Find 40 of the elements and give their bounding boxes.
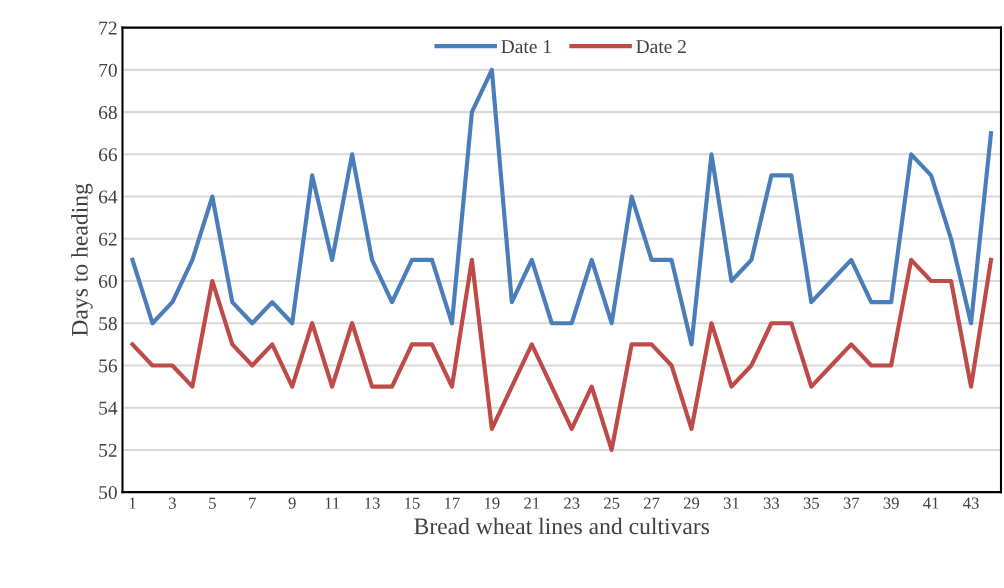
x-tick-label: 13 (365, 497, 380, 509)
y-tick-label: 56 (99, 359, 118, 373)
y-tick-label: 50 (99, 485, 117, 500)
y-tick-label: 66 (99, 148, 118, 162)
x-tick-label: 25 (604, 497, 620, 509)
x-tick-label: 27 (643, 497, 660, 509)
x-tick-label: 33 (763, 497, 780, 509)
x-tick-label: 17 (445, 497, 460, 509)
y-tick-label: 54 (99, 401, 118, 415)
y-tick-label: 62 (99, 232, 117, 246)
x-tick-label: 19 (484, 497, 500, 509)
x-tick-label: 11 (325, 497, 340, 509)
x-tick-label: 35 (803, 497, 819, 509)
x-tick-label: 37 (843, 497, 860, 509)
x-tick-label: 29 (683, 497, 700, 509)
x-tick-label: 43 (963, 497, 979, 509)
x-tick-label: 5 (209, 497, 216, 509)
y-tick-label: 72 (99, 21, 117, 35)
y-tick-label: 68 (99, 105, 117, 120)
x-tick-label: 23 (564, 497, 580, 509)
line-series (130, 257, 994, 453)
legend-label: Date 1 (501, 40, 551, 54)
y-tick-label: 60 (99, 274, 117, 288)
y-tick-label: 58 (99, 317, 117, 331)
x-tick-label: 3 (169, 497, 176, 509)
y-tick-label: 52 (99, 443, 117, 457)
x-tick-label: 31 (723, 497, 739, 509)
x-tick-label: 1 (129, 497, 136, 509)
x-tick-label: 39 (883, 497, 899, 509)
x-tick-label: 41 (923, 497, 939, 509)
y-tick-label: 64 (99, 190, 118, 204)
line-series (130, 67, 994, 347)
legend-label: Date 2 (636, 40, 686, 54)
x-axis-title: Bread wheat lines and cultivars (414, 517, 710, 535)
x-tick-label: 15 (405, 497, 420, 509)
x-tick-label: 21 (524, 497, 540, 509)
y-axis-title: Days to heading (71, 183, 93, 336)
x-tick-label: 7 (249, 497, 256, 509)
y-tick-label: 70 (99, 63, 117, 77)
x-tick-label: 9 (288, 497, 296, 509)
